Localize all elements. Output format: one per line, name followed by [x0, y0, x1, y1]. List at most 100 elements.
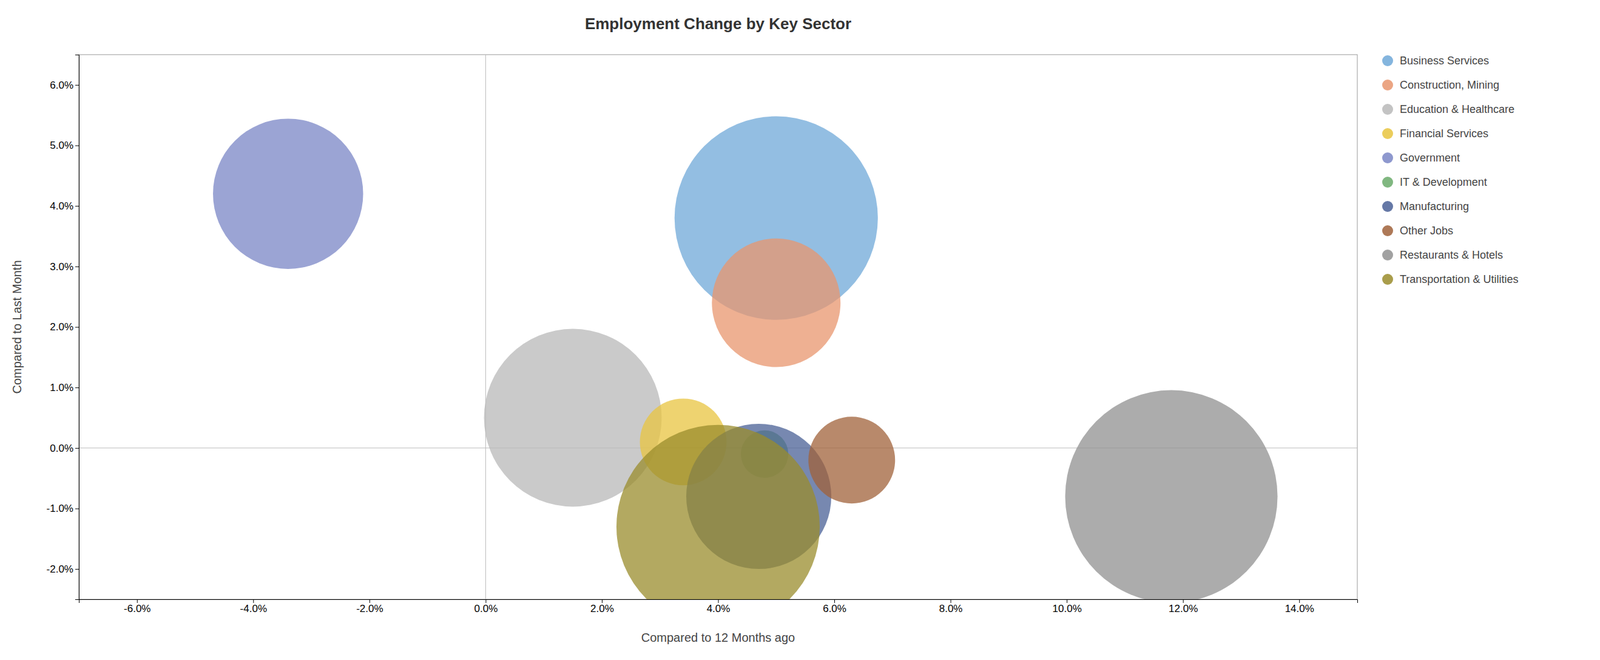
- x-tick: 6.0%: [822, 598, 847, 615]
- marks: [212, 116, 1278, 599]
- legend-label: Restaurants & Hotels: [1399, 248, 1503, 261]
- chart-root: Employment Change by Key Sector -6.0% -4.0…: [0, 0, 1600, 660]
- x-tick-label: 0.0%: [474, 602, 499, 615]
- legend-item: Restaurants & Hotels: [1382, 248, 1503, 261]
- legend-swatch: [1382, 55, 1394, 67]
- legend-label: Other Jobs: [1399, 224, 1454, 237]
- legend-swatch: [1382, 249, 1394, 261]
- legend-swatch: [1382, 176, 1394, 188]
- legend-item: Government: [1382, 151, 1460, 164]
- x-tick-label: -6.0%: [123, 602, 151, 615]
- plot: -6.0% -4.0% -2.0% 0.0% 2.0% 4.0% 6.0% 8.0% 10.0%…: [10, 54, 1358, 644]
- x-axis: -6.0% -4.0% -2.0% 0.0% 2.0% 4.0% 6.0% 8.0% 10.0%…: [79, 598, 1358, 615]
- legend-swatch: [1382, 128, 1394, 139]
- legend-swatch: [1382, 200, 1394, 212]
- x-tick: 0.0%: [474, 598, 499, 615]
- y-tick-mark: [75, 145, 79, 147]
- legend-label: Government: [1399, 151, 1460, 164]
- y-tick-mark: [75, 508, 79, 510]
- x-tick: -2.0%: [356, 598, 383, 615]
- y-tick-mark: [75, 568, 79, 570]
- y-tick: -2.0%: [46, 563, 79, 575]
- legend-swatch: [1382, 103, 1394, 115]
- legend-item: Construction, Mining: [1382, 78, 1500, 92]
- x-tick-label: 10.0%: [1052, 602, 1082, 615]
- legend-label: Financial Services: [1399, 127, 1489, 140]
- bubble: [808, 416, 895, 503]
- y-tick: 5.0%: [49, 139, 79, 152]
- x-tick: 4.0%: [706, 598, 731, 615]
- x-tick: 14.0%: [1285, 598, 1315, 615]
- x-tick-label: 8.0%: [939, 602, 963, 615]
- series: [616, 424, 820, 599]
- y-tick: 4.0%: [49, 200, 79, 212]
- legend: Business Services Construction, Mining Edu…: [1382, 54, 1519, 286]
- y-tick-label: 1.0%: [49, 381, 74, 394]
- bubble: [212, 118, 363, 269]
- y-tick: 3.0%: [49, 260, 79, 273]
- legend-item: Financial Services: [1382, 127, 1489, 140]
- legend-label: Transportation & Utilities: [1399, 273, 1519, 286]
- x-tick: 12.0%: [1168, 598, 1198, 615]
- y-axis-line: [75, 55, 80, 600]
- legend-item: IT & Development: [1382, 175, 1488, 189]
- legend-swatch: [1382, 225, 1394, 237]
- x-tick: 10.0%: [1052, 598, 1082, 615]
- legend-label: Education & Healthcare: [1399, 103, 1515, 116]
- legend-swatch: [1382, 79, 1394, 91]
- y-tick-mark: [75, 447, 79, 449]
- x-tick-label: 12.0%: [1168, 602, 1198, 615]
- y-tick-mark: [75, 387, 79, 388]
- bubble: [1065, 390, 1278, 599]
- y-tick: 2.0%: [49, 320, 79, 333]
- zero-line-x: [485, 54, 487, 599]
- x-tick-label: -4.0%: [240, 602, 267, 615]
- x-tick: -4.0%: [240, 598, 267, 615]
- y-axis-title: Compared to Last Month: [10, 259, 24, 394]
- legend-label: Business Services: [1399, 54, 1489, 67]
- chart-title: Employment Change by Key Sector: [584, 14, 852, 33]
- y-tick-label: 3.0%: [49, 260, 74, 273]
- legend-item: Business Services: [1382, 54, 1489, 67]
- series: [808, 416, 895, 503]
- y-tick: 1.0%: [49, 381, 79, 394]
- x-tick-label: 14.0%: [1285, 602, 1315, 615]
- legend-item: Manufacturing: [1382, 200, 1469, 213]
- y-tick-label: 6.0%: [49, 79, 74, 92]
- y-tick-label: 5.0%: [49, 139, 74, 152]
- y-tick-label: -2.0%: [46, 563, 74, 575]
- y-tick-label: 2.0%: [49, 320, 74, 333]
- y-tick-mark: [75, 327, 79, 328]
- y-tick: 0.0%: [49, 442, 79, 454]
- bubble: [616, 424, 820, 599]
- x-axis-title: Compared to 12 Months ago: [641, 630, 796, 644]
- y-tick-mark: [75, 205, 79, 207]
- bubble: [711, 238, 841, 368]
- y-tick: 6.0%: [49, 79, 79, 92]
- series: [711, 238, 841, 368]
- legend-item: Transportation & Utilities: [1382, 273, 1519, 286]
- x-tick-label: 6.0%: [822, 602, 847, 615]
- legend-item: Education & Healthcare: [1382, 103, 1515, 116]
- x-tick-label: 4.0%: [706, 602, 731, 615]
- y-tick-mark: [75, 266, 79, 267]
- x-tick: 2.0%: [590, 598, 615, 615]
- y-axis: -2.0% -1.0% 0.0% 1.0% 2.0% 3.0% 4.0% 5.0% 6.0%: [46, 55, 80, 600]
- y-tick-label: -1.0%: [46, 502, 74, 514]
- y-tick-label: 0.0%: [49, 442, 74, 454]
- legend-swatch: [1382, 152, 1394, 164]
- legend-label: IT & Development: [1399, 175, 1488, 189]
- legend-item: Other Jobs: [1382, 224, 1454, 237]
- x-tick: 8.0%: [939, 598, 963, 615]
- series: [212, 118, 363, 269]
- y-tick: -1.0%: [46, 502, 79, 514]
- x-tick-label: -2.0%: [356, 602, 383, 615]
- legend-label: Construction, Mining: [1399, 78, 1500, 92]
- y-tick-label: 4.0%: [49, 200, 74, 212]
- x-tick: -6.0%: [123, 598, 151, 615]
- legend-label: Manufacturing: [1399, 200, 1469, 213]
- series: [1065, 390, 1278, 599]
- y-tick-mark: [75, 84, 79, 86]
- legend-swatch: [1382, 273, 1394, 285]
- x-tick-label: 2.0%: [590, 602, 615, 615]
